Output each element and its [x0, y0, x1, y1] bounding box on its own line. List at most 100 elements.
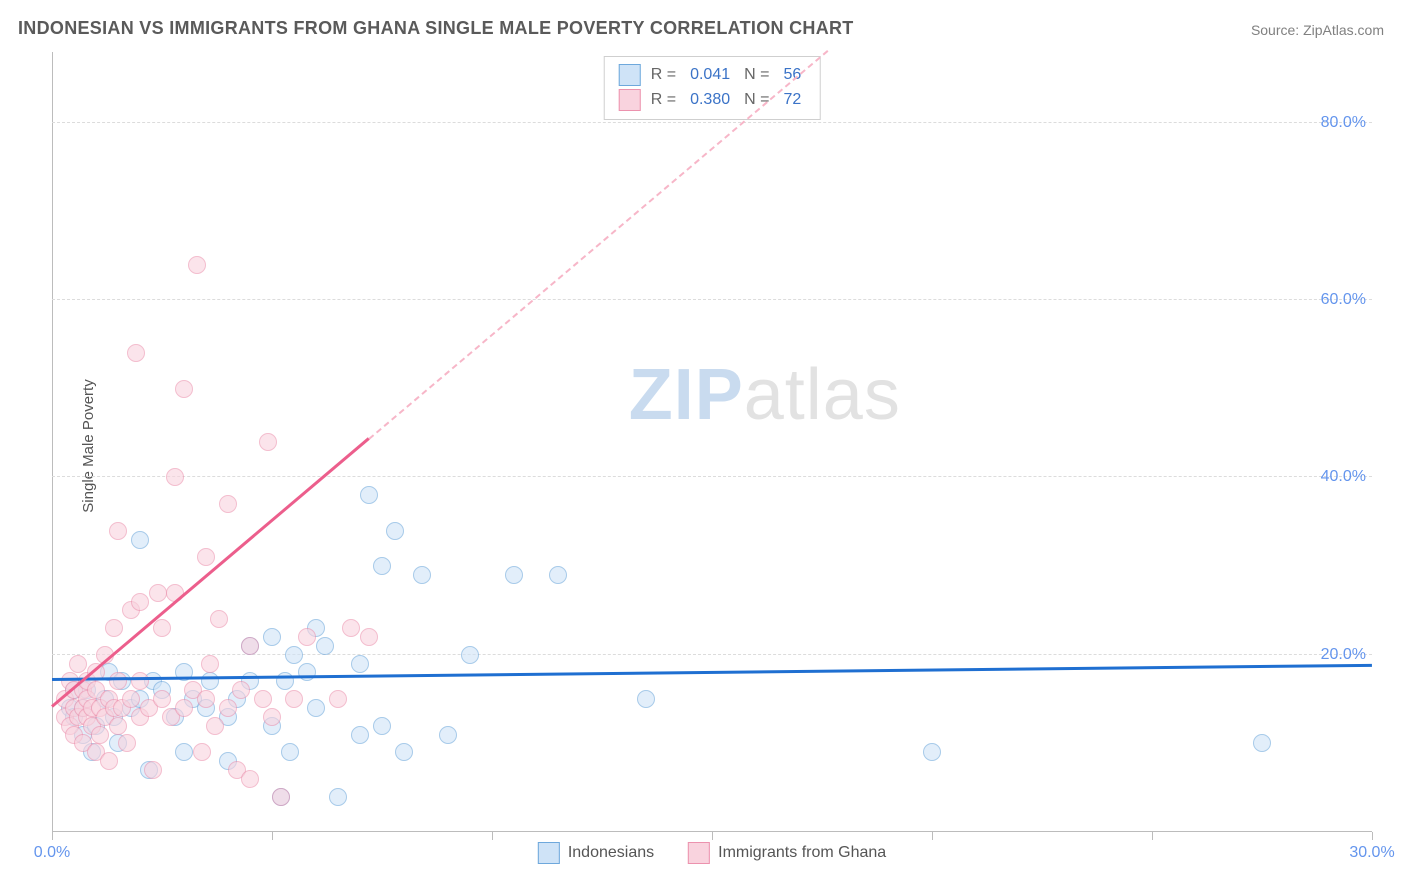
data-point: [329, 788, 347, 806]
watermark-atlas: atlas: [744, 355, 901, 435]
data-point: [232, 681, 250, 699]
data-point: [386, 522, 404, 540]
grid-line: [52, 122, 1372, 123]
data-point: [131, 593, 149, 611]
data-point: [201, 655, 219, 673]
data-point: [219, 495, 237, 513]
watermark: ZIPatlas: [629, 354, 901, 436]
data-point: [166, 468, 184, 486]
data-point: [153, 690, 171, 708]
data-point: [197, 690, 215, 708]
data-point: [254, 690, 272, 708]
x-tick: [272, 832, 273, 840]
data-point: [351, 655, 369, 673]
data-point: [188, 256, 206, 274]
data-point: [263, 628, 281, 646]
data-point: [923, 743, 941, 761]
stats-row-0: R = 0.041 N = 56: [619, 63, 806, 88]
y-tick-label: 60.0%: [1321, 291, 1366, 309]
data-point: [206, 717, 224, 735]
legend-label-0: Indonesians: [568, 844, 654, 862]
data-point: [193, 743, 211, 761]
data-point: [316, 637, 334, 655]
data-point: [342, 619, 360, 637]
swatch-ghana: [688, 842, 710, 864]
n-label: N =: [744, 63, 769, 88]
y-tick-label: 80.0%: [1321, 114, 1366, 132]
trend-line: [368, 50, 828, 439]
r-label: R =: [651, 63, 676, 88]
swatch-indonesians: [538, 842, 560, 864]
x-tick: [712, 832, 713, 840]
data-point: [109, 522, 127, 540]
r-label: R =: [651, 88, 676, 113]
x-tick-label: 30.0%: [1349, 844, 1394, 862]
chart-title: INDONESIAN VS IMMIGRANTS FROM GHANA SING…: [18, 18, 854, 39]
data-point: [241, 770, 259, 788]
y-tick-label: 40.0%: [1321, 468, 1366, 486]
data-point: [360, 486, 378, 504]
legend-item-0: Indonesians: [538, 842, 654, 864]
data-point: [131, 672, 149, 690]
data-point: [131, 531, 149, 549]
data-point: [395, 743, 413, 761]
data-point: [197, 548, 215, 566]
y-tick-label: 20.0%: [1321, 646, 1366, 664]
data-point: [175, 743, 193, 761]
data-point: [241, 637, 259, 655]
data-point: [219, 699, 237, 717]
x-tick: [492, 832, 493, 840]
x-tick: [932, 832, 933, 840]
data-point: [373, 717, 391, 735]
data-point: [149, 584, 167, 602]
data-point: [109, 717, 127, 735]
data-point: [201, 672, 219, 690]
swatch-ghana: [619, 89, 641, 111]
data-point: [91, 726, 109, 744]
watermark-zip: ZIP: [629, 355, 744, 435]
data-point: [413, 566, 431, 584]
data-point: [637, 690, 655, 708]
x-tick: [52, 832, 53, 840]
data-point: [144, 761, 162, 779]
data-point: [122, 690, 140, 708]
data-point: [175, 699, 193, 717]
legend-label-1: Immigrants from Ghana: [718, 844, 886, 862]
data-point: [298, 663, 316, 681]
n-value-1: 72: [779, 88, 805, 113]
data-point: [285, 690, 303, 708]
y-axis: [52, 52, 53, 832]
n-value-0: 56: [779, 63, 805, 88]
x-tick-label: 0.0%: [34, 844, 70, 862]
data-point: [360, 628, 378, 646]
stats-legend: R = 0.041 N = 56 R = 0.380 N = 72: [604, 56, 821, 120]
data-point: [272, 788, 290, 806]
grid-line: [52, 299, 1372, 300]
data-point: [281, 743, 299, 761]
data-point: [461, 646, 479, 664]
data-point: [549, 566, 567, 584]
data-point: [263, 708, 281, 726]
swatch-indonesians: [619, 64, 641, 86]
data-point: [153, 619, 171, 637]
data-point: [69, 655, 87, 673]
data-point: [109, 672, 127, 690]
scatter-plot: ZIPatlas R = 0.041 N = 56 R = 0.380 N = …: [52, 52, 1372, 832]
data-point: [329, 690, 347, 708]
data-point: [285, 646, 303, 664]
x-tick: [1372, 832, 1373, 840]
r-value-1: 0.380: [686, 88, 734, 113]
grid-line: [52, 476, 1372, 477]
source-label: Source: ZipAtlas.com: [1251, 22, 1384, 38]
data-point: [505, 566, 523, 584]
data-point: [175, 380, 193, 398]
data-point: [307, 699, 325, 717]
data-point: [373, 557, 391, 575]
legend-bottom: Indonesians Immigrants from Ghana: [538, 842, 886, 864]
data-point: [100, 752, 118, 770]
data-point: [298, 628, 316, 646]
legend-item-1: Immigrants from Ghana: [688, 842, 886, 864]
data-point: [351, 726, 369, 744]
r-value-0: 0.041: [686, 63, 734, 88]
data-point: [439, 726, 457, 744]
